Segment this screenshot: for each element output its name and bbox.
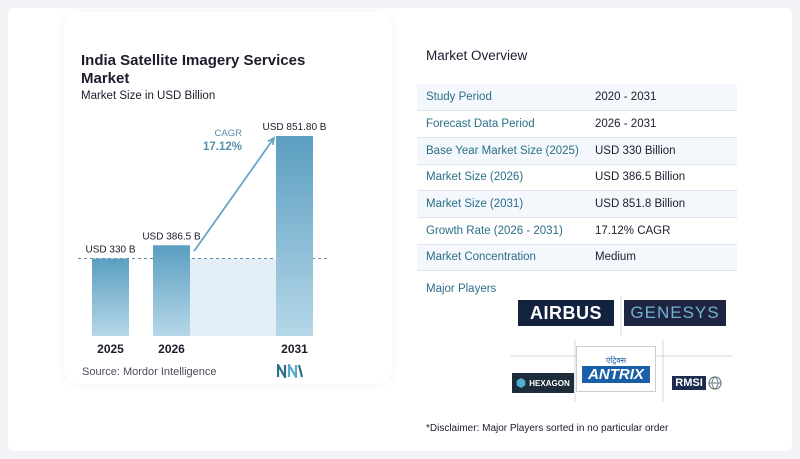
major-players-label: Major Players xyxy=(426,283,497,295)
bar-2031 xyxy=(276,136,313,336)
overview-row: Base Year Market Size (2025) USD 330 Bill… xyxy=(417,137,737,165)
overview-key: Market Size (2031) xyxy=(417,190,586,218)
airbus-logo: AIRBUS xyxy=(518,300,614,326)
x-tick-2026: 2026 xyxy=(158,342,185,356)
overview-value: USD 386.5 Billion xyxy=(586,164,737,192)
data-label-2026: USD 386.5 B xyxy=(142,231,201,242)
market-overview-table: Study Period 2020 - 2031 Forecast Data Per… xyxy=(417,84,737,272)
hexagon-logo-text: HEXAGON xyxy=(529,378,570,388)
bar-chart: USD 330 B 2025 USD 386.5 B 2026 USD 851.80 B… xyxy=(78,122,328,356)
cagr-arrow xyxy=(193,137,275,252)
market-overview-heading: Market Overview xyxy=(426,48,528,63)
disclaimer-note: *Disclaimer: Major Players sorted in no … xyxy=(426,423,669,434)
data-label-2025: USD 330 B xyxy=(85,245,135,256)
overview-value: USD 851.8 Billion xyxy=(586,190,737,218)
x-tick-2025: 2025 xyxy=(97,342,124,356)
overview-value: 17.12% CAGR xyxy=(586,217,737,245)
genesys-logo: GENESYS xyxy=(624,300,726,326)
rmsi-logo: RMSI xyxy=(668,373,726,393)
chart-title: India Satellite Imagery Services Market xyxy=(81,52,306,87)
hexagon-icon xyxy=(516,378,526,388)
cagr-arrowhead-icon xyxy=(267,136,276,146)
cagr-label: CAGR xyxy=(215,128,243,139)
overview-row: Market Concentration Medium xyxy=(417,244,737,272)
overview-key: Forecast Data Period xyxy=(417,110,586,138)
hexagon-logo: HEXAGON xyxy=(512,373,574,393)
overview-row: Forecast Data Period 2026 - 2031 xyxy=(417,110,737,138)
genesys-logo-text: GENESYS xyxy=(630,303,720,322)
antrix-logo-text: ANTRIX xyxy=(582,366,650,383)
data-label-2031: USD 851.80 B xyxy=(263,122,327,133)
overview-key: Market Concentration xyxy=(417,244,586,272)
x-tick-2031: 2031 xyxy=(281,342,308,356)
overview-value: 2020 - 2031 xyxy=(586,84,737,112)
overview-key: Base Year Market Size (2025) xyxy=(417,137,586,165)
source-note: Source: Mordor Intelligence xyxy=(82,366,217,378)
overview-row: Market Size (2026) USD 386.5 Billion xyxy=(417,164,737,192)
baseline-shade xyxy=(190,258,276,336)
chart-subtitle: Market Size in USD Billion xyxy=(81,90,216,102)
overview-key: Market Size (2026) xyxy=(417,164,586,192)
rmsi-logo-text: RMSI xyxy=(672,376,706,390)
airbus-logo-text: AIRBUS xyxy=(529,302,602,323)
overview-value: Medium xyxy=(586,244,737,272)
overview-row: Study Period 2020 - 2031 xyxy=(417,84,737,112)
overview-value: 2026 - 2031 xyxy=(586,110,737,138)
overview-row: Growth Rate (2026 - 2031) 17.12% CAGR xyxy=(417,217,737,245)
globe-icon xyxy=(708,376,722,390)
overview-key: Growth Rate (2026 - 2031) xyxy=(417,217,586,245)
mordor-intelligence-logo-icon xyxy=(277,364,303,378)
overview-key: Study Period xyxy=(417,84,586,112)
cagr-value: 17.12% xyxy=(203,141,242,153)
antrix-logo: एंट्रिक्स ANTRIX xyxy=(576,346,656,392)
bar-2026 xyxy=(153,245,190,336)
antrix-devanagari-text: एंट्रिक्स xyxy=(605,356,627,365)
overview-value: USD 330 Billion xyxy=(586,137,737,165)
bar-2025 xyxy=(92,258,129,336)
overview-row: Market Size (2031) USD 851.8 Billion xyxy=(417,190,737,218)
